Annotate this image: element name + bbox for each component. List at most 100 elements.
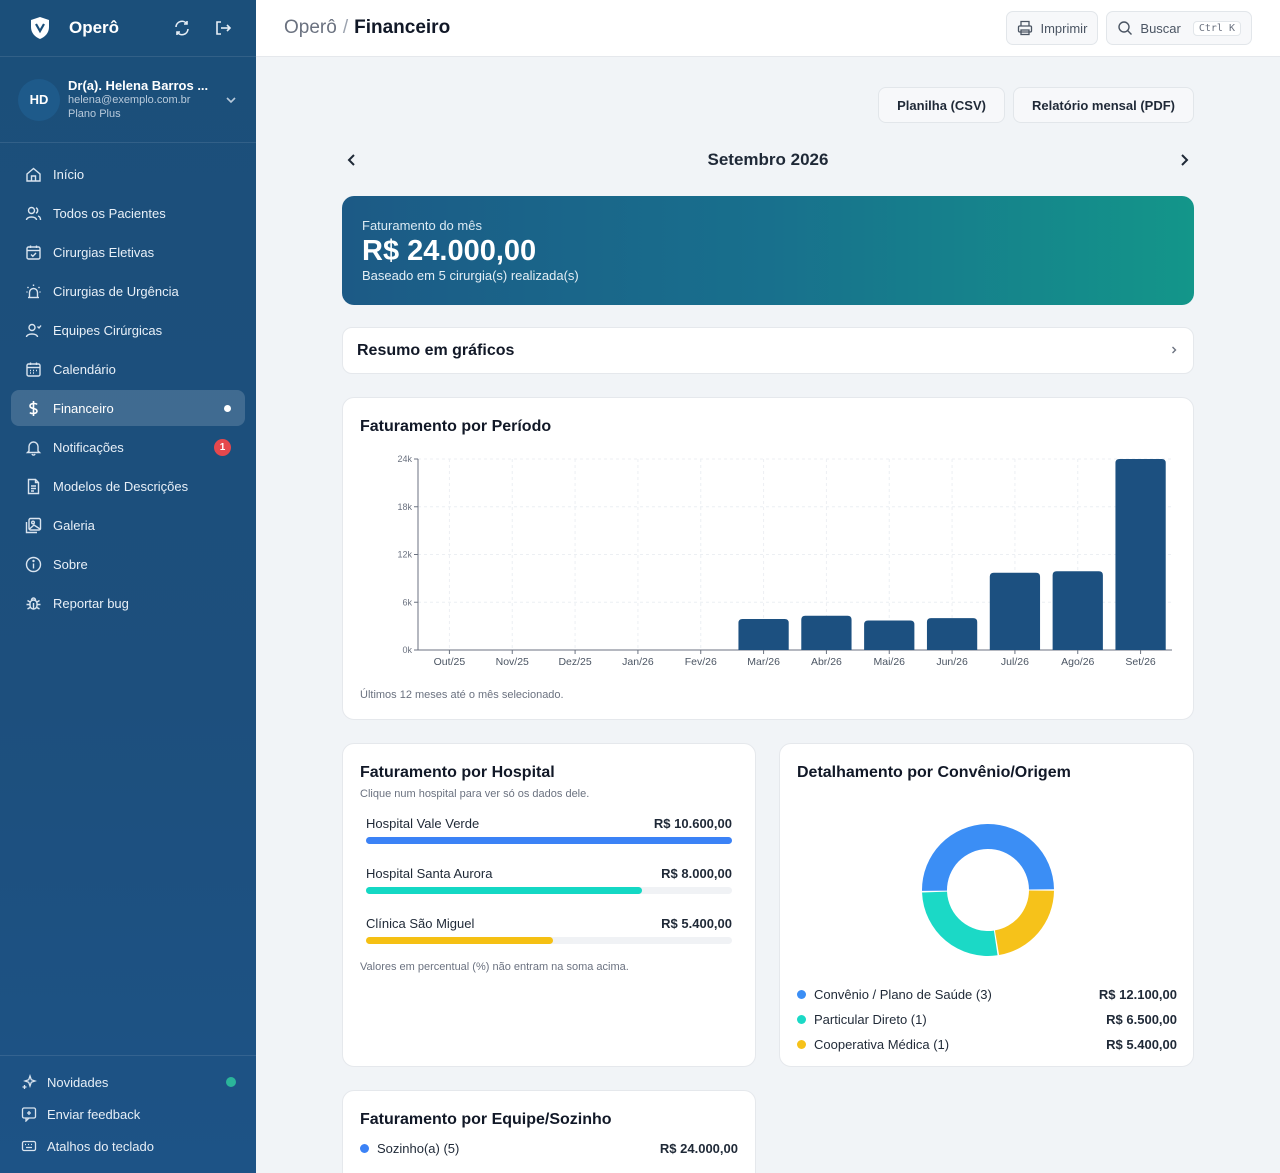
hospital-bar-fill [366,887,643,894]
sidebar-item-sobre[interactable]: Sobre [11,546,245,582]
sidebar-item-cirurgias-urgencia[interactable]: Cirurgias de Urgência [11,273,245,309]
donut-slice-0[interactable] [922,824,1054,891]
user-plan: Plano Plus [68,108,121,120]
sidebar: Operô HD Dr(a). Helena Barros ... helena… [0,0,256,1173]
hospital-note: Valores em percentual (%) não entram na … [360,961,629,973]
bar-mai-26 [864,620,915,650]
bug-icon [24,594,42,612]
bar-jun-26 [926,618,978,650]
refresh-icon[interactable] [171,17,193,39]
donut-slice-2[interactable] [994,890,1054,956]
search-shortcut: Ctrl K [1192,20,1241,36]
convenio-legend: Convênio / Plano de Saúde (3) R$ 12.100,0… [797,982,1177,1057]
main-content: Planilha (CSV) Relatório mensal (PDF) Se… [256,57,1280,1173]
avatar: HD [18,78,60,121]
next-month-icon[interactable] [1174,150,1194,170]
hospital-row[interactable]: Clínica São Miguel R$ 5.400,00 [366,916,732,966]
sidebar-item-equipes[interactable]: Equipes Cirúrgicas [11,312,245,348]
team-name: Sozinho(a) (5) [377,1141,460,1156]
bar-abr-26 [801,615,852,650]
top-header: Operô / Financeiro Imprimir Buscar Ctrl K [256,0,1280,57]
search-button[interactable]: Buscar Ctrl K [1106,11,1252,45]
export-actions: Planilha (CSV) Relatório mensal (PDF) [870,87,1194,123]
calendar-icon [24,360,42,378]
dollar-icon [24,399,42,417]
period-note: Últimos 12 meses até o mês selecionado. [360,689,564,701]
sidebar-item-label: Financeiro [53,400,114,416]
sidebar-item-atalhos[interactable]: Atalhos do teclado [0,1130,256,1162]
revenue-value: R$ 24.000,00 [362,235,537,267]
sidebar-item-label: Notificações [53,439,124,455]
sidebar-item-financeiro[interactable]: Financeiro [11,390,245,426]
chevron-down-icon[interactable] [224,93,238,107]
team-dot [360,1144,369,1153]
export-pdf-button[interactable]: Relatório mensal (PDF) [1012,87,1194,123]
users-icon [24,204,42,222]
team-row[interactable]: Sozinho(a) (5) R$ 24.000,00 [360,1141,738,1156]
info-icon [24,555,42,573]
sidebar-item-label: Início [53,166,85,182]
hospital-subtitle: Clique num hospital para ver só os dados… [360,788,590,800]
summary-title: Resumo em gráficos [357,341,515,359]
charts-summary-toggle[interactable]: Resumo em gráficos [342,327,1194,374]
breadcrumb-separator: / [342,17,349,38]
notification-badge: 1 [214,438,231,456]
sidebar-item-cirurgias-eletivas[interactable]: Cirurgias Eletivas [11,234,245,270]
convenio-donut-chart [922,824,1054,956]
chevron-right-icon [1169,342,1179,360]
hospital-row[interactable]: Hospital Santa Aurora R$ 8.000,00 [366,866,732,916]
legend-row[interactable]: Particular Direto (1) R$ 6.500,00 [797,1007,1177,1032]
prev-month-icon[interactable] [342,150,362,170]
legend-row[interactable]: Cooperativa Médica (1) R$ 5.400,00 [797,1032,1177,1057]
feedback-icon [21,1106,37,1122]
sparkles-icon [21,1074,37,1090]
export-csv-button[interactable]: Planilha (CSV) [878,87,1005,123]
sidebar-item-label: Modelos de Descrições [53,478,189,494]
legend-name: Particular Direto (1) [814,1012,927,1027]
sidebar-item-label: Cirurgias de Urgência [53,283,179,299]
hospital-value: R$ 5.400,00 [661,916,732,931]
sidebar-item-novidades[interactable]: Novidades [0,1066,256,1098]
document-icon [24,477,42,495]
keyboard-icon [21,1138,37,1154]
x-tick-label: Jan/26 [622,656,654,668]
hospital-value: R$ 8.000,00 [661,866,732,881]
breadcrumb-root[interactable]: Operô [284,17,337,38]
hospital-bar-track [366,887,732,894]
hospital-bar-fill [366,837,732,844]
legend-row[interactable]: Convênio / Plano de Saúde (3) R$ 12.100,0… [797,982,1177,1007]
x-tick-label: Mai/26 [873,656,905,668]
home-icon [24,165,42,183]
brand-name: Operô [69,18,120,37]
sidebar-item-calendario[interactable]: Calendário [11,351,245,387]
print-button[interactable]: Imprimir [1006,11,1099,45]
sidebar-header: Operô [0,0,256,57]
x-tick-label: Nov/25 [496,656,529,668]
sidebar-item-label: Reportar bug [53,595,129,611]
sidebar-item-pacientes[interactable]: Todos os Pacientes [11,195,245,231]
x-tick-label: Set/26 [1125,656,1156,668]
sidebar-item-label: Calendário [53,361,116,377]
hospital-name: Clínica São Miguel [366,916,475,931]
breadcrumb: Operô / Financeiro [284,17,998,39]
sidebar-item-modelos[interactable]: Modelos de Descrições [11,468,245,504]
sidebar-item-galeria[interactable]: Galeria [11,507,245,543]
hospital-row[interactable]: Hospital Vale Verde R$ 10.600,00 [366,816,732,866]
print-label: Imprimir [1040,20,1088,36]
search-icon [1117,20,1133,36]
bar-mar-26 [738,618,789,650]
user-info: Dr(a). Helena Barros ... helena@exemplo.… [68,78,224,121]
x-tick-label: Out/25 [434,656,466,668]
donut-slice-1[interactable] [922,891,998,956]
logout-icon[interactable] [212,17,234,39]
sidebar-item-enviar-feedback[interactable]: Enviar feedback [0,1098,256,1130]
month-label: Setembro 2026 [707,150,829,169]
sidebar-item-notificacoes[interactable]: Notificações 1 [11,429,245,465]
sidebar-item-inicio[interactable]: Início [11,156,245,192]
sidebar-item-reportar-bug[interactable]: Reportar bug [11,585,245,621]
x-tick-label: Jun/26 [936,656,968,668]
y-tick-label: 18k [397,502,412,512]
convenio-title: Detalhamento por Convênio/Origem [797,764,1071,781]
sidebar-item-label: Cirurgias Eletivas [53,244,155,260]
user-profile[interactable]: HD Dr(a). Helena Barros ... helena@exemp… [0,57,256,143]
